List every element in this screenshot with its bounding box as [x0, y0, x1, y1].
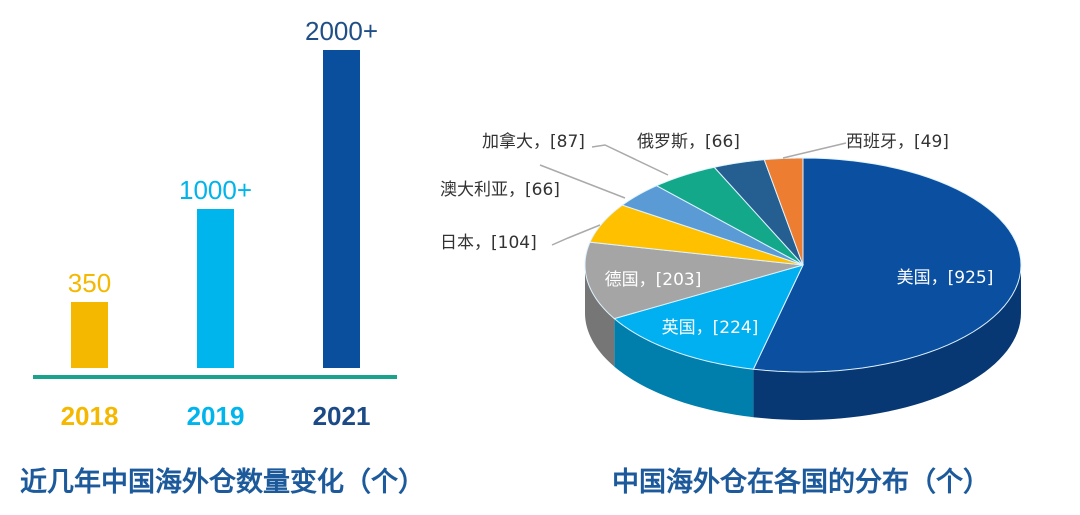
- pie-slice-澳大利亚: [621, 185, 804, 266]
- pie-slice-日本: [589, 204, 804, 266]
- pie-slice-俄罗斯: [713, 159, 804, 266]
- category-label-2019: 2019: [187, 401, 245, 431]
- leader-line-西班牙: [782, 142, 847, 159]
- leader-line-日本: [551, 224, 601, 246]
- leader-line-加拿大: [591, 144, 669, 176]
- pie-side-德国: [585, 265, 615, 367]
- bar-2018: [71, 302, 108, 368]
- pie-slice-英国: [613, 264, 804, 370]
- bar-2021: [323, 50, 360, 368]
- pie-side-英国: [614, 318, 754, 418]
- pie-slice-德国: [584, 241, 804, 320]
- pie-label-英国: 英国，[224]: [662, 318, 759, 338]
- data-label-2021: 2000+: [305, 16, 378, 46]
- bar-chart-title: 近几年中国海外仓数量变化（个）: [20, 467, 425, 498]
- pie-label-澳大利亚: 澳大利亚，[66]: [440, 180, 560, 200]
- data-label-2018: 350: [68, 268, 111, 298]
- category-label-2021: 2021: [313, 401, 371, 431]
- pie-label-西班牙: 西班牙，[49]: [846, 132, 949, 152]
- leader-line-澳大利亚: [539, 164, 626, 199]
- category-label-2018: 2018: [61, 401, 119, 431]
- pie-label-日本: 日本，[104]: [440, 233, 537, 253]
- pie-side-美国: [753, 265, 1021, 420]
- pie-chart-title: 中国海外仓在各国的分布（个）: [612, 467, 990, 498]
- bar-2019: [197, 209, 234, 368]
- pie-label-俄罗斯: 俄罗斯，[66]: [637, 132, 740, 152]
- pie-slice-美国: [752, 157, 1022, 373]
- pie-label-德国: 德国，[203]: [605, 270, 702, 290]
- pie-label-美国: 美国，[925]: [897, 268, 994, 288]
- pie-label-加拿大: 加拿大，[87]: [482, 131, 585, 152]
- pie-slice-加拿大: [655, 166, 804, 266]
- data-label-2019: 1000+: [179, 175, 252, 205]
